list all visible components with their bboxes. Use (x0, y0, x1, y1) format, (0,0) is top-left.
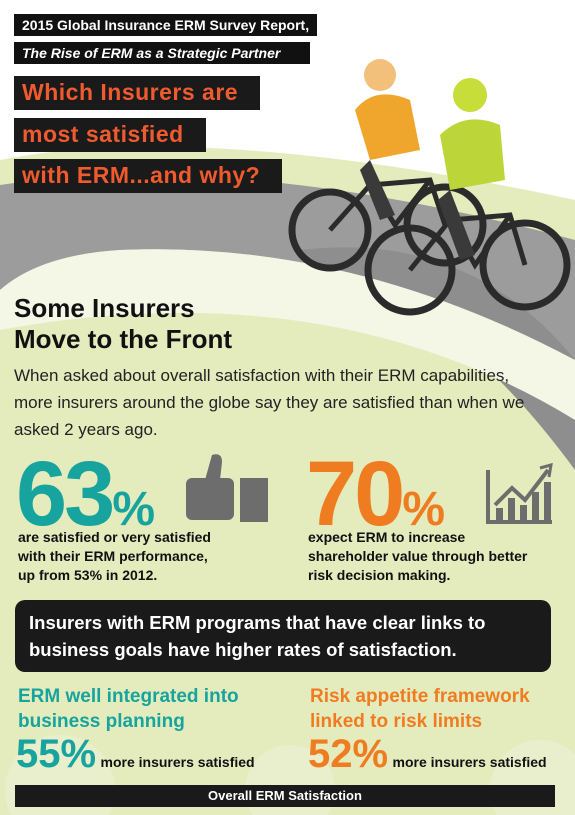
factor-label: business planning (18, 711, 185, 732)
intro-text: more insurers around the globe say they … (14, 393, 525, 412)
factor-label: Risk appetite framework (310, 686, 530, 707)
title-line: most satisfied (14, 118, 206, 152)
stat-text: risk decision making. (308, 567, 451, 583)
stat-text: up from 53% in 2012. (18, 567, 158, 583)
footer-bar: Overall ERM Satisfaction (15, 785, 555, 807)
header-subtitle: The Rise of ERM as a Strategic Partner (14, 42, 311, 64)
stat-unit: % (112, 483, 156, 536)
intro-text: asked 2 years ago. (14, 420, 158, 439)
stat-text: expect ERM to increase (308, 529, 466, 545)
stat-value: 70 (306, 443, 405, 545)
thumbs-up-icon (186, 454, 268, 522)
growth-chart-bars (496, 482, 551, 520)
growth-chart-icon (486, 462, 553, 524)
section-heading: Move to the Front (14, 324, 233, 354)
title-line: Which Insurers are (14, 76, 261, 110)
factor-label: linked to risk limits (310, 711, 483, 732)
title-line: with ERM...and why? (14, 159, 283, 193)
factor-text: more insurers satisfied (100, 754, 255, 770)
road (0, 175, 575, 360)
rider-2 (438, 78, 505, 260)
factor-label: ERM well integrated into (18, 686, 239, 707)
callout-text: business goals have higher rates of sati… (29, 639, 457, 660)
stat-unit: % (402, 483, 446, 536)
callout-text: Insurers with ERM programs that have cle… (29, 612, 486, 633)
stat-value: 63 (16, 443, 115, 545)
intro-text: When asked about overall satisfaction wi… (14, 366, 510, 385)
stat-figure: 70% (306, 448, 445, 540)
cyclist-2 (364, 212, 571, 316)
stat-text: are satisfied or very satisfied (18, 529, 211, 545)
section-heading: Some Insurers (14, 293, 195, 323)
callout-box: Insurers with ERM programs that have cle… (15, 600, 551, 672)
factor-value: 52 (308, 732, 353, 776)
header-line: 2015 Global Insurance ERM Survey Report, (14, 14, 318, 36)
factor-stat: 55% more insurers satisfied (16, 734, 255, 774)
factor-unit: % (60, 732, 97, 776)
stat-text: shareholder value through better (308, 548, 528, 564)
stat-text: with their ERM performance, (18, 548, 208, 564)
factor-unit: % (352, 732, 389, 776)
factor-text: more insurers satisfied (392, 754, 547, 770)
stat-figure: 63% (16, 448, 155, 540)
road-edge (0, 249, 575, 420)
rider-1 (355, 59, 420, 220)
factor-stat: 52% more insurers satisfied (308, 734, 547, 774)
factor-value: 55 (16, 732, 61, 776)
